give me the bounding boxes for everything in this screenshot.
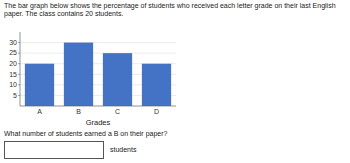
y-tick-label: 25 (9, 49, 17, 56)
answer-label: students (110, 146, 136, 154)
y-tick-label: 30 (9, 39, 17, 46)
x-tick-label: D (154, 108, 159, 115)
bars (25, 43, 171, 106)
x-tick-label: C (115, 108, 120, 115)
y-tick-label: 5 (13, 92, 17, 99)
bar (142, 64, 171, 106)
question: What number of students earned a B on th… (4, 130, 167, 138)
bar (103, 53, 132, 106)
title-block: The bar graph below shows the percentage… (4, 2, 346, 18)
answer-box (4, 141, 104, 159)
bar (64, 43, 93, 106)
y-tick-label: 15 (9, 71, 17, 78)
y-tick-label: 20 (9, 60, 17, 67)
grid-line (20, 42, 176, 43)
chart: 5 10 15 20 25 30 A B C D Grades (2, 28, 182, 128)
y-axis (20, 32, 21, 106)
bar (25, 64, 54, 106)
title: The bar graph below shows the percentage… (4, 2, 346, 10)
grid-line (20, 53, 176, 54)
x-axis (20, 106, 176, 107)
y-tick-label: 10 (9, 81, 17, 88)
x-tick-label: B (76, 108, 81, 115)
x-axis-label: Grades (86, 118, 111, 127)
x-tick-label: A (37, 108, 42, 115)
subtitle: paper. The class contains 20 students. (4, 10, 346, 18)
